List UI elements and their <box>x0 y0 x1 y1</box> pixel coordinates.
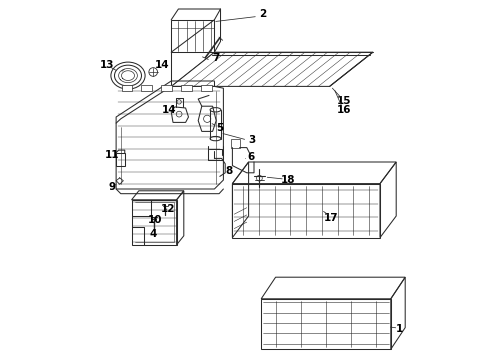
Text: 9: 9 <box>108 182 115 192</box>
Text: 7: 7 <box>212 53 219 63</box>
Bar <box>141 85 152 91</box>
Text: 17: 17 <box>324 213 339 223</box>
Text: 11: 11 <box>104 150 119 160</box>
Text: 13: 13 <box>100 60 115 70</box>
Text: 15: 15 <box>337 96 351 106</box>
Bar <box>231 139 240 148</box>
Text: 16: 16 <box>337 105 351 115</box>
Text: 6: 6 <box>248 152 255 162</box>
Text: 14: 14 <box>162 105 177 115</box>
Text: 2: 2 <box>259 9 266 19</box>
Bar <box>201 85 212 91</box>
Text: 18: 18 <box>281 175 295 185</box>
Bar <box>161 85 172 91</box>
Text: 4: 4 <box>149 229 157 239</box>
Text: 5: 5 <box>216 123 223 133</box>
Text: 12: 12 <box>160 204 175 214</box>
Bar <box>181 85 192 91</box>
Text: 3: 3 <box>248 135 255 145</box>
Bar <box>116 153 125 166</box>
Text: 14: 14 <box>155 60 170 70</box>
Text: 10: 10 <box>148 215 162 225</box>
Text: 8: 8 <box>225 166 232 176</box>
Text: 1: 1 <box>396 324 403 334</box>
Bar <box>122 85 132 91</box>
